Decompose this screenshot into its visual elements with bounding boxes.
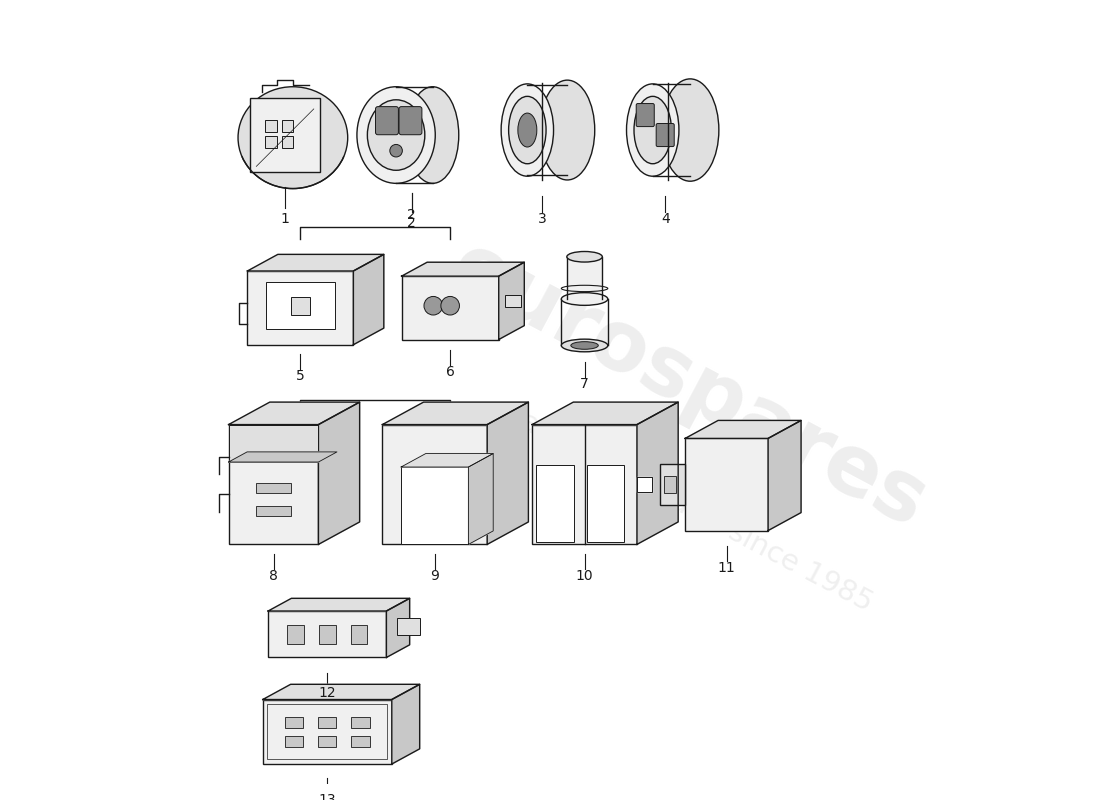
Ellipse shape xyxy=(238,86,348,189)
Ellipse shape xyxy=(367,100,425,170)
Ellipse shape xyxy=(566,251,603,262)
Bar xyxy=(685,438,768,530)
Text: 1: 1 xyxy=(280,212,289,226)
Text: eurospares: eurospares xyxy=(437,225,940,544)
Ellipse shape xyxy=(356,86,436,183)
Bar xyxy=(265,121,277,132)
Bar xyxy=(319,625,336,643)
Text: 10: 10 xyxy=(575,569,593,583)
Polygon shape xyxy=(392,684,420,764)
Text: 13: 13 xyxy=(319,794,337,800)
Polygon shape xyxy=(402,262,525,276)
Bar xyxy=(660,464,685,506)
Bar xyxy=(397,618,420,635)
Polygon shape xyxy=(383,402,528,425)
Bar xyxy=(229,425,318,544)
Text: 8: 8 xyxy=(270,569,278,583)
FancyBboxPatch shape xyxy=(399,106,422,134)
Ellipse shape xyxy=(407,86,459,183)
Polygon shape xyxy=(402,454,493,467)
Text: 12: 12 xyxy=(319,686,337,701)
Polygon shape xyxy=(248,254,384,271)
Bar xyxy=(536,465,573,542)
Bar xyxy=(263,699,392,764)
Polygon shape xyxy=(318,402,360,544)
Ellipse shape xyxy=(561,293,608,306)
Circle shape xyxy=(424,297,442,315)
Ellipse shape xyxy=(508,96,546,164)
Bar xyxy=(268,611,386,658)
Bar xyxy=(351,625,367,643)
FancyBboxPatch shape xyxy=(636,103,654,126)
Ellipse shape xyxy=(634,96,671,164)
Ellipse shape xyxy=(561,339,608,352)
Ellipse shape xyxy=(518,113,537,147)
Text: 9: 9 xyxy=(430,569,439,583)
Text: 7: 7 xyxy=(580,377,588,391)
Polygon shape xyxy=(353,254,384,345)
Bar xyxy=(248,271,353,345)
Polygon shape xyxy=(637,477,652,492)
Ellipse shape xyxy=(502,84,553,176)
Polygon shape xyxy=(685,421,801,438)
Bar xyxy=(505,294,521,307)
Ellipse shape xyxy=(540,80,595,180)
Polygon shape xyxy=(637,402,679,544)
FancyBboxPatch shape xyxy=(657,123,674,146)
Text: 11: 11 xyxy=(718,562,736,575)
Text: 4: 4 xyxy=(661,212,670,226)
Bar xyxy=(282,121,294,132)
Ellipse shape xyxy=(627,84,679,176)
Bar xyxy=(566,257,603,299)
Circle shape xyxy=(389,145,403,157)
Bar xyxy=(318,717,337,728)
Bar xyxy=(265,136,277,147)
Bar xyxy=(229,425,318,462)
Text: 2: 2 xyxy=(407,216,416,230)
Bar xyxy=(383,425,487,544)
Text: passion for parts since 1985: passion for parts since 1985 xyxy=(499,398,878,617)
Bar xyxy=(587,465,625,542)
Polygon shape xyxy=(229,402,360,425)
Polygon shape xyxy=(768,421,801,530)
Bar xyxy=(532,425,637,544)
Bar xyxy=(282,136,294,147)
Bar xyxy=(292,298,309,314)
Polygon shape xyxy=(469,454,493,544)
Bar xyxy=(267,704,387,759)
Text: 2: 2 xyxy=(407,208,416,222)
Bar xyxy=(287,625,304,643)
Polygon shape xyxy=(268,598,409,611)
Bar xyxy=(256,483,292,494)
Polygon shape xyxy=(498,262,525,339)
Text: 5: 5 xyxy=(296,370,305,383)
Polygon shape xyxy=(229,452,337,462)
Bar xyxy=(351,736,370,747)
Polygon shape xyxy=(487,402,528,544)
Bar xyxy=(285,736,304,747)
Ellipse shape xyxy=(571,342,598,350)
Bar xyxy=(318,736,337,747)
FancyBboxPatch shape xyxy=(375,106,398,134)
Polygon shape xyxy=(263,684,420,699)
Polygon shape xyxy=(386,598,409,658)
FancyBboxPatch shape xyxy=(250,98,320,171)
Bar xyxy=(402,276,498,339)
Bar xyxy=(285,717,304,728)
Text: 3: 3 xyxy=(538,212,547,226)
Circle shape xyxy=(441,297,460,315)
Bar xyxy=(402,467,469,544)
Bar xyxy=(351,717,370,728)
Polygon shape xyxy=(532,402,679,425)
Ellipse shape xyxy=(661,79,719,182)
Bar xyxy=(663,476,676,493)
Bar xyxy=(256,506,292,516)
Bar xyxy=(266,282,336,329)
Text: 6: 6 xyxy=(446,366,454,379)
